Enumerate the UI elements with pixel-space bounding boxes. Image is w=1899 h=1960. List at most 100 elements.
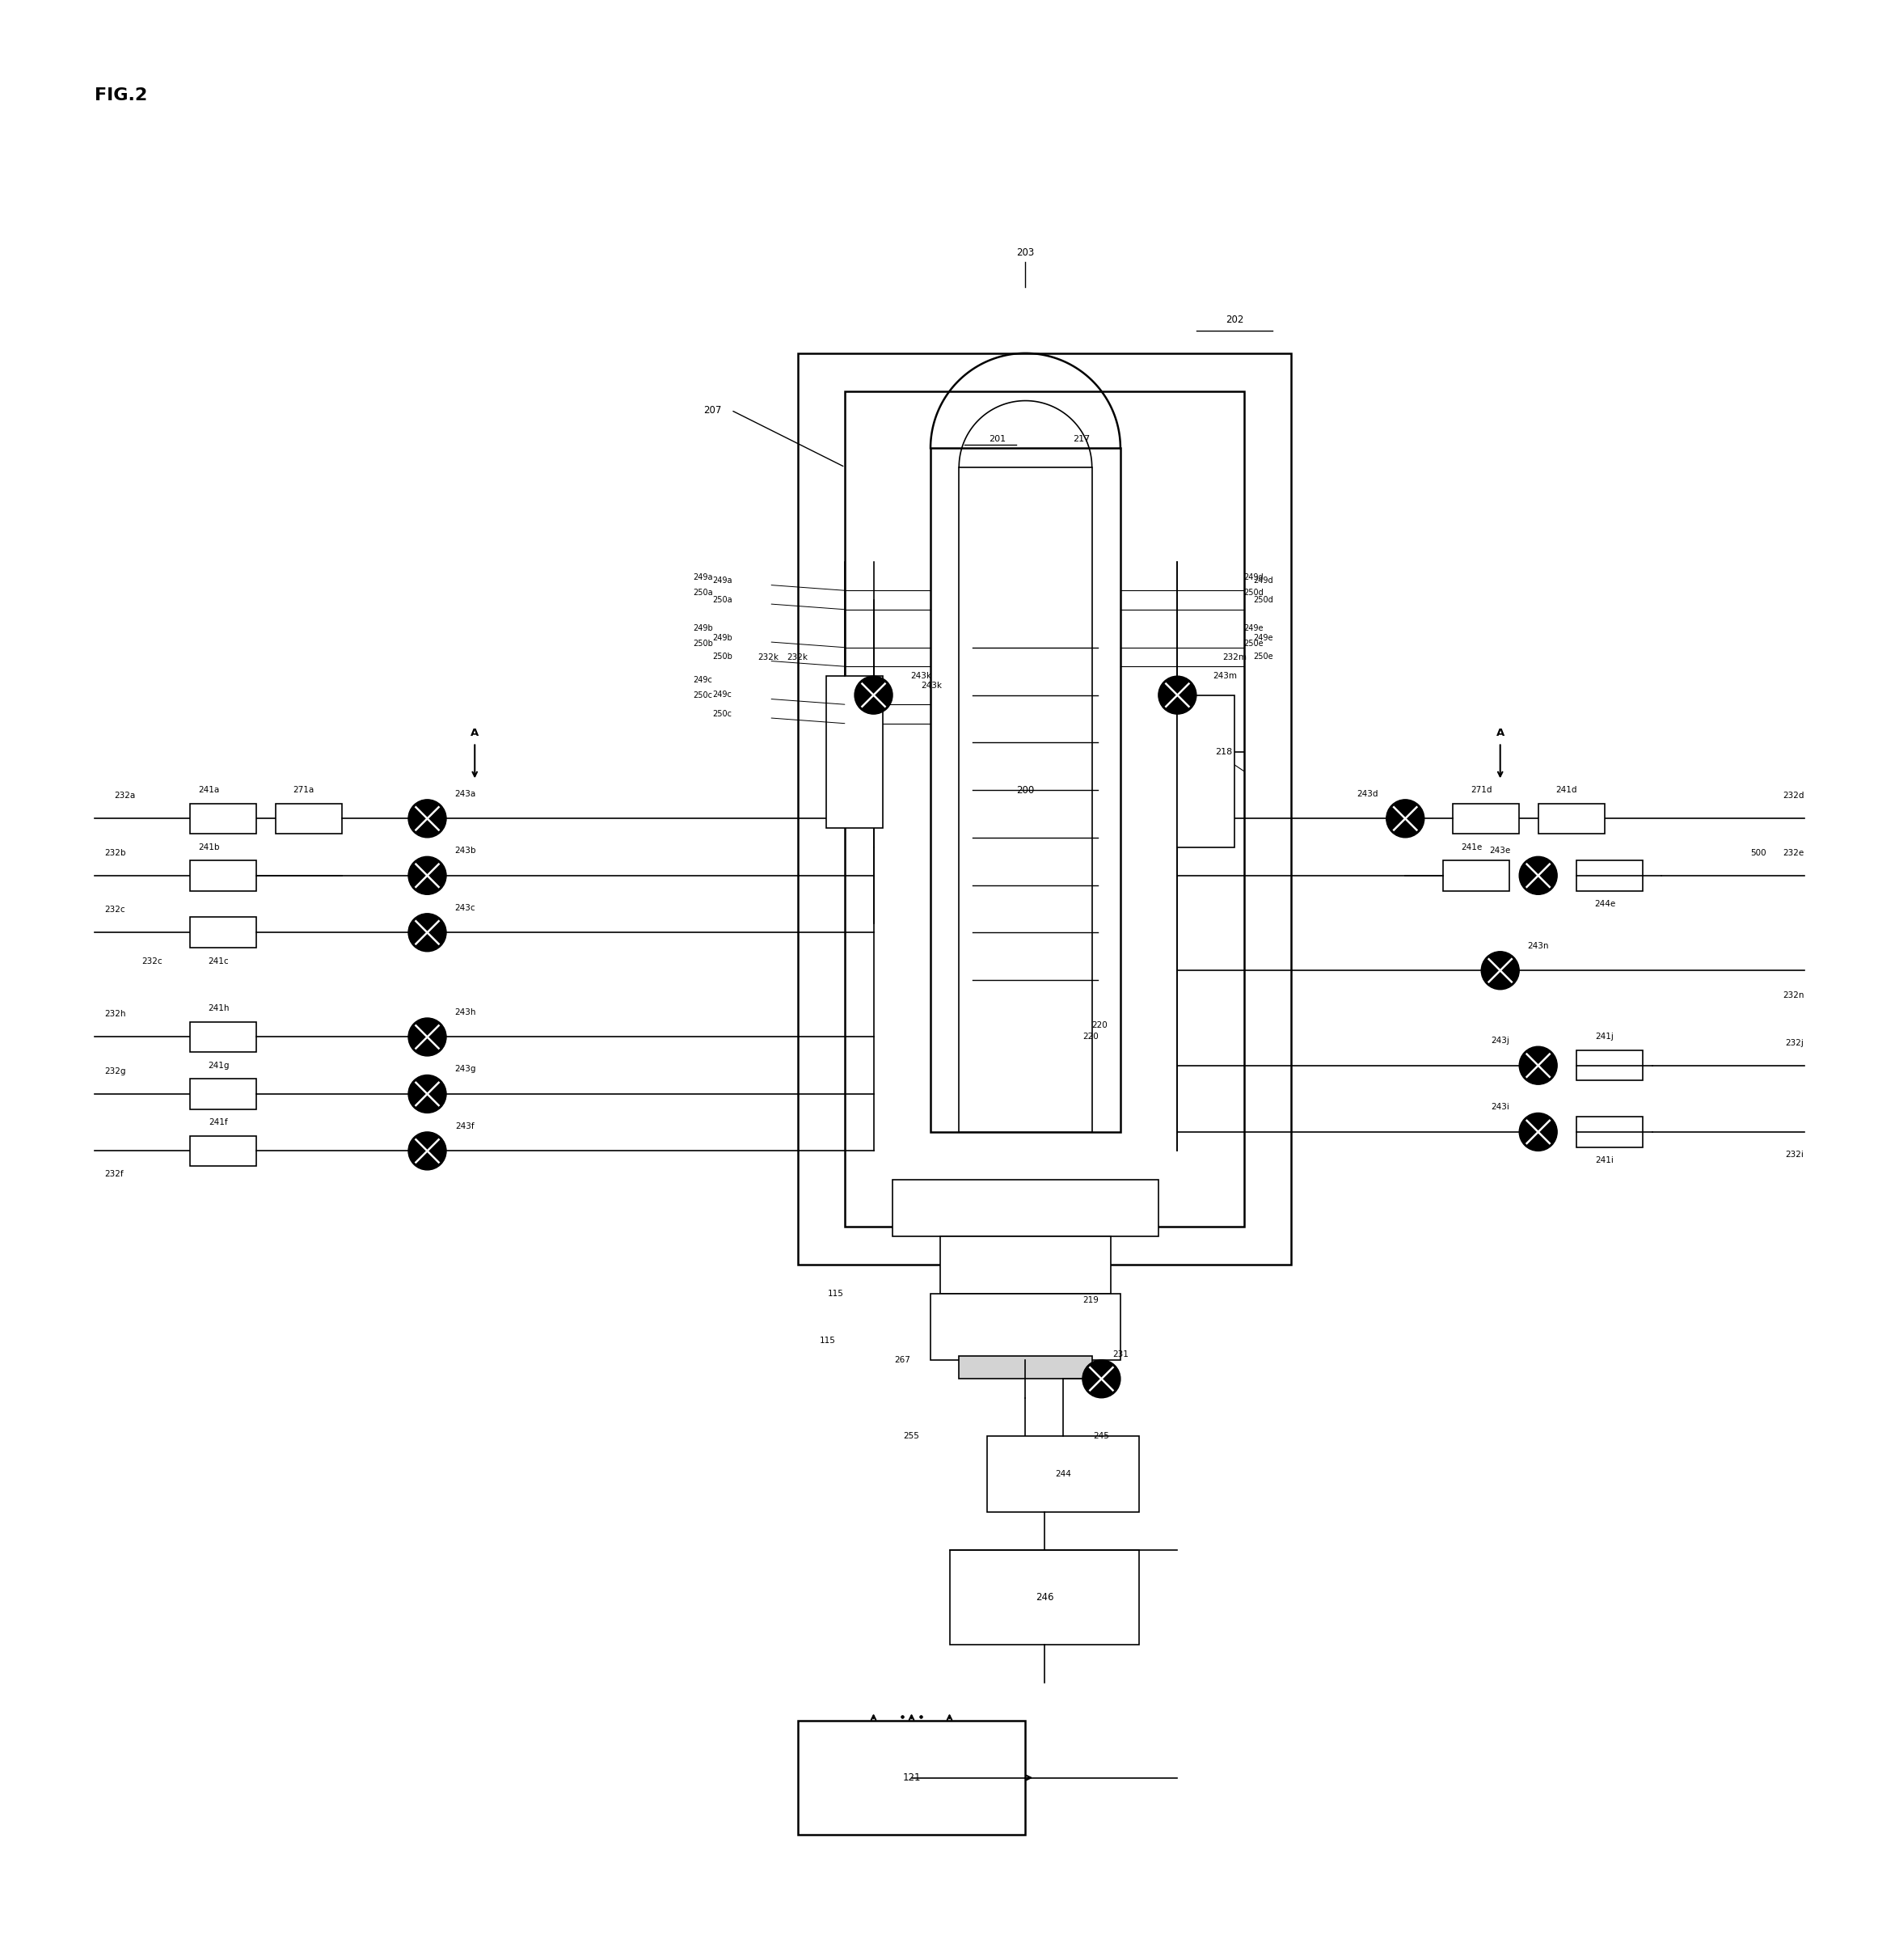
Text: 250a: 250a <box>712 596 731 604</box>
Text: 249a: 249a <box>712 576 731 584</box>
Text: 219: 219 <box>1082 1296 1098 1305</box>
Text: 243d: 243d <box>1356 790 1379 798</box>
Bar <box>959 1356 1092 1380</box>
Text: 250d: 250d <box>1244 588 1265 596</box>
Text: 232j: 232j <box>1785 1039 1804 1047</box>
Text: 243e: 243e <box>1489 847 1512 855</box>
Text: 241c: 241c <box>209 956 228 964</box>
Text: 115: 115 <box>828 1290 843 1298</box>
Text: 241a: 241a <box>197 786 220 794</box>
Text: 255: 255 <box>904 1433 919 1441</box>
Text: 232k: 232k <box>758 653 779 661</box>
Text: 220: 220 <box>1082 1033 1098 1041</box>
Text: 249b: 249b <box>712 633 733 643</box>
Bar <box>931 1294 1120 1360</box>
Text: 232i: 232i <box>1785 1151 1804 1158</box>
Text: A: A <box>1496 727 1504 739</box>
Text: 243g: 243g <box>454 1064 477 1074</box>
Text: 250e: 250e <box>1244 639 1263 649</box>
Text: 232c: 232c <box>142 956 161 964</box>
Text: 249b: 249b <box>693 625 714 633</box>
Circle shape <box>408 1133 446 1170</box>
Circle shape <box>408 913 446 951</box>
Text: 267: 267 <box>894 1356 910 1364</box>
Bar <box>940 1237 1111 1294</box>
Text: 232e: 232e <box>1783 849 1804 857</box>
Text: 241d: 241d <box>1555 786 1578 794</box>
Bar <box>950 1550 1139 1644</box>
Text: 243m: 243m <box>1213 672 1236 680</box>
Text: 249c: 249c <box>712 690 731 700</box>
Text: 243c: 243c <box>456 904 475 911</box>
Text: 232d: 232d <box>1783 792 1804 800</box>
Text: 250c: 250c <box>693 692 712 700</box>
Circle shape <box>408 1074 446 1113</box>
Circle shape <box>1158 676 1196 713</box>
Text: 243f: 243f <box>456 1123 475 1131</box>
Text: 250a: 250a <box>693 588 712 596</box>
Text: 241h: 241h <box>207 1004 230 1013</box>
Text: 250b: 250b <box>693 639 714 649</box>
Text: 243j: 243j <box>1491 1037 1510 1045</box>
Text: 245: 245 <box>1094 1433 1109 1441</box>
Text: 203: 203 <box>1016 247 1035 259</box>
Bar <box>1576 1117 1643 1147</box>
Bar <box>190 860 256 890</box>
Circle shape <box>408 800 446 837</box>
Bar <box>826 676 883 827</box>
Text: 243i: 243i <box>1491 1103 1510 1111</box>
Text: 271a: 271a <box>292 786 315 794</box>
Text: 241g: 241g <box>207 1062 230 1070</box>
Text: 243a: 243a <box>454 790 477 798</box>
Text: 241b: 241b <box>197 843 220 851</box>
Text: 241i: 241i <box>1595 1156 1614 1164</box>
Bar <box>959 466 1092 1133</box>
Text: 500: 500 <box>1751 849 1766 857</box>
Text: 232g: 232g <box>104 1066 125 1076</box>
Bar <box>798 1721 1025 1835</box>
Text: 249d: 249d <box>1253 576 1272 584</box>
Text: 202: 202 <box>1225 314 1244 325</box>
Text: 115: 115 <box>820 1337 836 1345</box>
Text: 249e: 249e <box>1253 633 1272 643</box>
Text: 241j: 241j <box>1595 1033 1614 1041</box>
Bar <box>987 1437 1139 1511</box>
Text: 217: 217 <box>1073 435 1090 443</box>
Bar <box>1443 860 1510 890</box>
Text: 250d: 250d <box>1253 596 1274 604</box>
Bar <box>1538 804 1605 833</box>
Bar <box>190 917 256 949</box>
Text: 250c: 250c <box>712 710 731 717</box>
Text: 232h: 232h <box>104 1009 125 1019</box>
Text: 241f: 241f <box>209 1119 228 1127</box>
Text: 232f: 232f <box>104 1170 123 1178</box>
Text: 271d: 271d <box>1470 786 1493 794</box>
Text: 250e: 250e <box>1253 653 1272 661</box>
Bar <box>1576 1051 1643 1080</box>
Text: 232a: 232a <box>114 792 135 800</box>
Text: 200: 200 <box>1016 784 1035 796</box>
Circle shape <box>408 857 446 894</box>
Text: 249e: 249e <box>1244 625 1263 633</box>
Bar <box>275 804 342 833</box>
Bar <box>190 804 256 833</box>
Text: 243b: 243b <box>454 847 477 855</box>
Text: 231: 231 <box>1113 1350 1128 1358</box>
Text: 232k: 232k <box>786 653 809 661</box>
Text: A: A <box>471 727 479 739</box>
Text: 243n: 243n <box>1527 941 1550 951</box>
Text: 232m: 232m <box>1223 653 1246 661</box>
Text: 232n: 232n <box>1783 992 1804 1000</box>
Bar <box>1177 696 1234 847</box>
Text: 250b: 250b <box>712 653 733 661</box>
Bar <box>1453 804 1519 833</box>
Circle shape <box>1386 800 1424 837</box>
Text: 243h: 243h <box>454 1007 477 1017</box>
Text: 232b: 232b <box>104 849 125 857</box>
Text: 243k: 243k <box>910 672 932 680</box>
Text: FIG.2: FIG.2 <box>95 88 148 104</box>
Bar <box>1576 860 1643 890</box>
Circle shape <box>1519 1113 1557 1151</box>
Bar <box>190 1135 256 1166</box>
Circle shape <box>408 1017 446 1056</box>
